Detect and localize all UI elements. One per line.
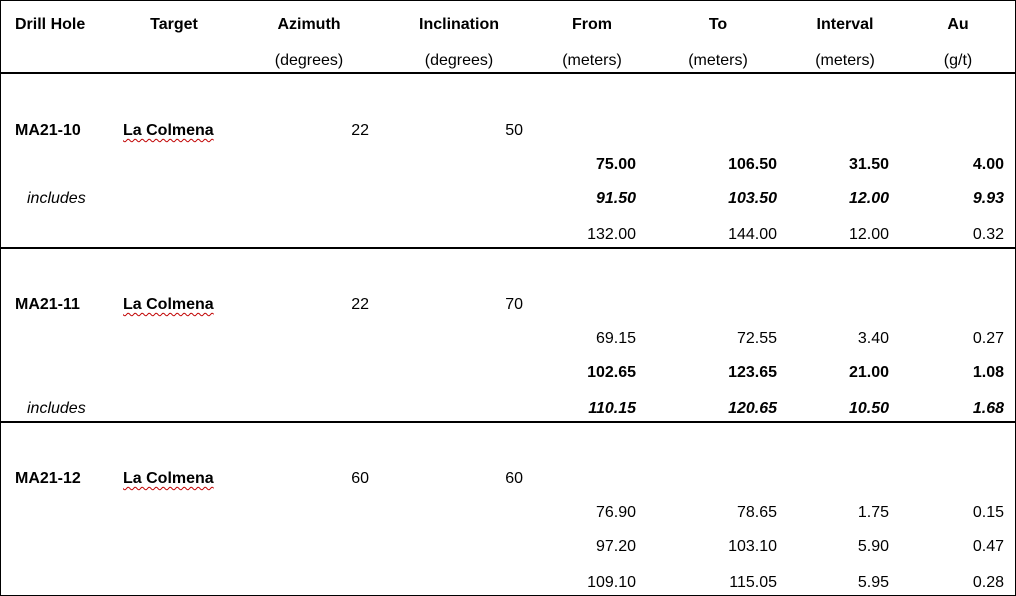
from-value: 109.10 [587, 574, 636, 591]
interval-value: 5.90 [857, 538, 889, 555]
unit-au: (g/t) [943, 52, 973, 69]
to-value: 103.50 [728, 190, 777, 207]
header-to: To [708, 16, 728, 33]
to-value: 106.50 [728, 156, 777, 173]
au-value: 0.27 [972, 330, 1004, 347]
au-value: 0.28 [972, 574, 1004, 591]
target-name: La Colmena [123, 470, 214, 487]
interval-value: 3.40 [857, 330, 889, 347]
azimuth-value: 22 [351, 296, 369, 313]
from-value: 75.00 [595, 156, 636, 173]
from-value: 69.15 [595, 330, 636, 347]
from-value: 76.90 [595, 504, 636, 521]
to-value: 72.55 [736, 330, 777, 347]
au-value: 0.15 [972, 504, 1004, 521]
drill-hole-id: MA21-12 [15, 470, 81, 487]
to-value: 144.00 [728, 226, 777, 243]
section-divider [1, 421, 1015, 423]
to-value: 78.65 [736, 504, 777, 521]
azimuth-value: 22 [351, 122, 369, 139]
header-target: Target [150, 16, 198, 33]
header-drill-hole: Drill Hole [15, 16, 86, 33]
inclination-value: 50 [505, 122, 523, 139]
interval-value: 12.00 [848, 226, 889, 243]
au-value: 0.32 [972, 226, 1004, 243]
interval-value: 21.00 [848, 364, 889, 381]
inclination-value: 70 [505, 296, 523, 313]
unit-azimuth: (degrees) [274, 52, 344, 69]
unit-from: (meters) [562, 52, 622, 69]
includes-label: includes [27, 190, 86, 207]
interval-value: 10.50 [848, 400, 889, 417]
target-name: La Colmena [123, 122, 214, 139]
from-value: 132.00 [587, 226, 636, 243]
header-azimuth: Azimuth [277, 16, 341, 33]
au-value: 1.68 [972, 400, 1004, 417]
from-value: 102.65 [587, 364, 636, 381]
azimuth-value: 60 [351, 470, 369, 487]
drill-hole-id: MA21-11 [15, 296, 80, 313]
header-from: From [572, 16, 612, 33]
unit-inclination: (degrees) [424, 52, 494, 69]
interval-value: 1.75 [857, 504, 889, 521]
au-value: 0.47 [972, 538, 1004, 555]
interval-value: 31.50 [848, 156, 889, 173]
to-value: 115.05 [729, 574, 777, 591]
unit-interval: (meters) [815, 52, 875, 69]
interval-value: 12.00 [848, 190, 889, 207]
header-inclination: Inclination [419, 16, 499, 33]
to-value: 120.65 [728, 400, 777, 417]
from-value: 91.50 [595, 190, 636, 207]
inclination-value: 60 [505, 470, 523, 487]
drill-hole-id: MA21-10 [15, 122, 81, 139]
from-value: 97.20 [595, 538, 636, 555]
to-value: 103.10 [728, 538, 777, 555]
header-divider [1, 72, 1015, 74]
target-name: La Colmena [123, 296, 214, 313]
section-divider [1, 247, 1015, 249]
au-value: 4.00 [972, 156, 1004, 173]
header-au: Au [947, 16, 969, 33]
header-interval: Interval [816, 16, 874, 33]
from-value: 110.15 [588, 400, 636, 417]
au-value: 1.08 [972, 364, 1004, 381]
includes-label: includes [27, 400, 86, 417]
to-value: 123.65 [728, 364, 777, 381]
interval-value: 5.95 [857, 574, 889, 591]
unit-to: (meters) [688, 52, 748, 69]
au-value: 9.93 [972, 190, 1004, 207]
